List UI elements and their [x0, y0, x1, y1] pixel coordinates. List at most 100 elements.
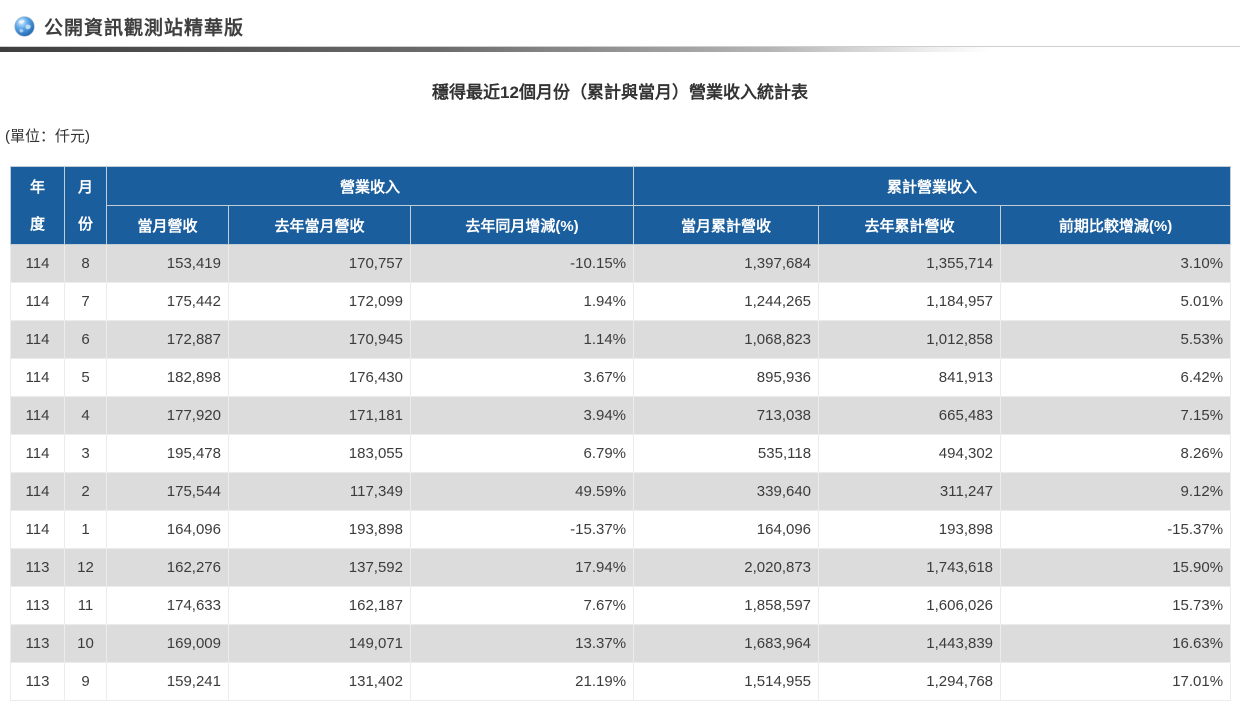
- col-header-period-change: 前期比較增減(%): [1000, 205, 1232, 245]
- cell-period-change: 5.53%: [1000, 320, 1232, 359]
- cell-month: 10: [64, 624, 107, 663]
- col-header-cumulative-revenue: 當月累計營收: [633, 205, 820, 245]
- table-row: 114 1 164,096 193,898 -15.37% 164,096 19…: [10, 510, 1232, 549]
- cell-monthly-revenue: 162,276: [106, 548, 229, 587]
- col-header-monthly-revenue: 當月營收: [106, 205, 229, 245]
- header-divider: [0, 46, 1240, 52]
- cell-last-year-monthly-revenue: 162,187: [228, 586, 411, 625]
- cell-last-year-monthly-revenue: 183,055: [228, 434, 411, 473]
- cell-last-year-cumulative-revenue: 193,898: [818, 510, 1002, 549]
- table-row: 114 5 182,898 176,430 3.67% 895,936 841,…: [10, 358, 1232, 397]
- cell-year: 113: [10, 548, 65, 587]
- cell-period-change: 7.15%: [1000, 396, 1232, 435]
- cell-yoy-change: 1.94%: [409, 282, 635, 321]
- cell-last-year-monthly-revenue: 149,071: [228, 624, 411, 663]
- cell-last-year-monthly-revenue: 117,349: [228, 472, 411, 511]
- cell-monthly-revenue: 175,442: [106, 282, 229, 321]
- col-header-last-year-cumulative-revenue: 去年累計營收: [818, 205, 1002, 245]
- cell-cumulative-revenue: 535,118: [633, 434, 820, 473]
- table-body: 114 8 153,419 170,757 -10.15% 1,397,684 …: [10, 244, 1232, 701]
- table-row: 114 7 175,442 172,099 1.94% 1,244,265 1,…: [10, 282, 1232, 321]
- cell-month: 5: [64, 358, 107, 397]
- cell-yoy-change: -10.15%: [409, 244, 635, 283]
- cell-last-year-cumulative-revenue: 1,355,714: [818, 244, 1002, 283]
- cell-monthly-revenue: 172,887: [106, 320, 229, 359]
- cell-monthly-revenue: 175,544: [106, 472, 229, 511]
- cell-cumulative-revenue: 164,096: [633, 510, 820, 549]
- cell-cumulative-revenue: 1,397,684: [633, 244, 820, 283]
- col-group-cumulative-revenue: 累計營業收入: [633, 166, 1232, 206]
- cell-month: 1: [64, 510, 107, 549]
- cell-last-year-cumulative-revenue: 1,443,839: [818, 624, 1002, 663]
- cell-last-year-monthly-revenue: 170,945: [228, 320, 411, 359]
- col-header-year: 年 度: [10, 166, 65, 245]
- table-row: 114 2 175,544 117,349 49.59% 339,640 311…: [10, 472, 1232, 511]
- cell-yoy-change: 1.14%: [409, 320, 635, 359]
- table-row: 113 12 162,276 137,592 17.94% 2,020,873 …: [10, 548, 1232, 587]
- cell-last-year-monthly-revenue: 193,898: [228, 510, 411, 549]
- cell-yoy-change: 3.67%: [409, 358, 635, 397]
- cell-cumulative-revenue: 1,858,597: [633, 586, 820, 625]
- table-row: 113 10 169,009 149,071 13.37% 1,683,964 …: [10, 624, 1232, 663]
- cell-year: 114: [10, 396, 65, 435]
- cell-month: 7: [64, 282, 107, 321]
- cell-month: 2: [64, 472, 107, 511]
- cell-year: 113: [10, 586, 65, 625]
- cell-yoy-change: 17.94%: [409, 548, 635, 587]
- cell-last-year-monthly-revenue: 172,099: [228, 282, 411, 321]
- cell-period-change: 6.42%: [1000, 358, 1232, 397]
- cell-last-year-cumulative-revenue: 311,247: [818, 472, 1002, 511]
- cell-year: 114: [10, 358, 65, 397]
- cell-last-year-cumulative-revenue: 494,302: [818, 434, 1002, 473]
- site-header: 公開資訊觀測站精華版: [0, 0, 1240, 46]
- cell-period-change: 9.12%: [1000, 472, 1232, 511]
- cell-monthly-revenue: 153,419: [106, 244, 229, 283]
- cell-last-year-cumulative-revenue: 1,743,618: [818, 548, 1002, 587]
- cell-month: 8: [64, 244, 107, 283]
- cell-cumulative-revenue: 2,020,873: [633, 548, 820, 587]
- cell-monthly-revenue: 159,241: [106, 662, 229, 701]
- cell-year: 114: [10, 472, 65, 511]
- col-header-yoy-change: 去年同月增減(%): [409, 205, 635, 245]
- globe-icon: [14, 16, 35, 37]
- cell-last-year-cumulative-revenue: 1,184,957: [818, 282, 1002, 321]
- cell-last-year-monthly-revenue: 131,402: [228, 662, 411, 701]
- cell-month: 6: [64, 320, 107, 359]
- cell-yoy-change: 7.67%: [409, 586, 635, 625]
- cell-monthly-revenue: 177,920: [106, 396, 229, 435]
- cell-period-change: 17.01%: [1000, 662, 1232, 701]
- cell-period-change: 5.01%: [1000, 282, 1232, 321]
- cell-month: 4: [64, 396, 107, 435]
- cell-last-year-monthly-revenue: 137,592: [228, 548, 411, 587]
- col-group-revenue: 營業收入: [105, 166, 635, 206]
- cell-period-change: 3.10%: [1000, 244, 1232, 283]
- cell-period-change: 8.26%: [1000, 434, 1232, 473]
- col-header-last-year-monthly-revenue: 去年當月營收: [228, 205, 411, 245]
- table-row: 113 11 174,633 162,187 7.67% 1,858,597 1…: [10, 586, 1232, 625]
- table-row: 113 9 159,241 131,402 21.19% 1,514,955 1…: [10, 662, 1232, 701]
- cell-year: 114: [10, 320, 65, 359]
- cell-yoy-change: 6.79%: [409, 434, 635, 473]
- cell-monthly-revenue: 182,898: [106, 358, 229, 397]
- cell-last-year-cumulative-revenue: 841,913: [818, 358, 1002, 397]
- site-title: 公開資訊觀測站精華版: [44, 18, 245, 39]
- table-header: 年 度 月 份 營業收入 累計營業收入 當月營收 去年當月營收 去年同月增減(%…: [10, 166, 1232, 245]
- table-row: 114 4 177,920 171,181 3.94% 713,038 665,…: [10, 396, 1232, 435]
- cell-period-change: 15.73%: [1000, 586, 1232, 625]
- cell-year: 114: [10, 510, 65, 549]
- cell-last-year-cumulative-revenue: 1,294,768: [818, 662, 1002, 701]
- cell-month: 3: [64, 434, 107, 473]
- cell-cumulative-revenue: 1,514,955: [633, 662, 820, 701]
- cell-last-year-monthly-revenue: 171,181: [228, 396, 411, 435]
- cell-cumulative-revenue: 1,068,823: [633, 320, 820, 359]
- cell-monthly-revenue: 169,009: [106, 624, 229, 663]
- cell-period-change: -15.37%: [1000, 510, 1232, 549]
- cell-yoy-change: 3.94%: [409, 396, 635, 435]
- cell-cumulative-revenue: 1,683,964: [633, 624, 820, 663]
- cell-yoy-change: 13.37%: [409, 624, 635, 663]
- cell-month: 9: [64, 662, 107, 701]
- cell-yoy-change: 49.59%: [409, 472, 635, 511]
- table-row: 114 6 172,887 170,945 1.14% 1,068,823 1,…: [10, 320, 1232, 359]
- table-row: 114 3 195,478 183,055 6.79% 535,118 494,…: [10, 434, 1232, 473]
- cell-year: 113: [10, 662, 65, 701]
